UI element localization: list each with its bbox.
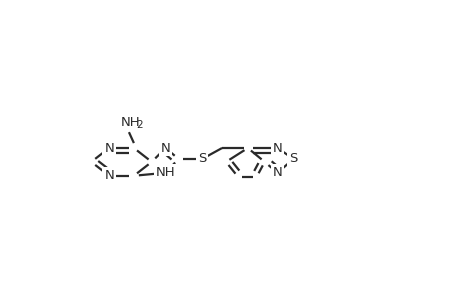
- Text: N: N: [272, 166, 282, 179]
- Text: N: N: [160, 142, 170, 154]
- Text: NH: NH: [121, 116, 140, 129]
- Text: S: S: [289, 152, 297, 165]
- Text: N: N: [272, 142, 282, 154]
- Text: N: N: [104, 142, 114, 154]
- Text: S: S: [198, 152, 206, 165]
- Text: N: N: [104, 169, 114, 182]
- Text: NH: NH: [156, 166, 175, 179]
- Text: 2: 2: [136, 120, 143, 130]
